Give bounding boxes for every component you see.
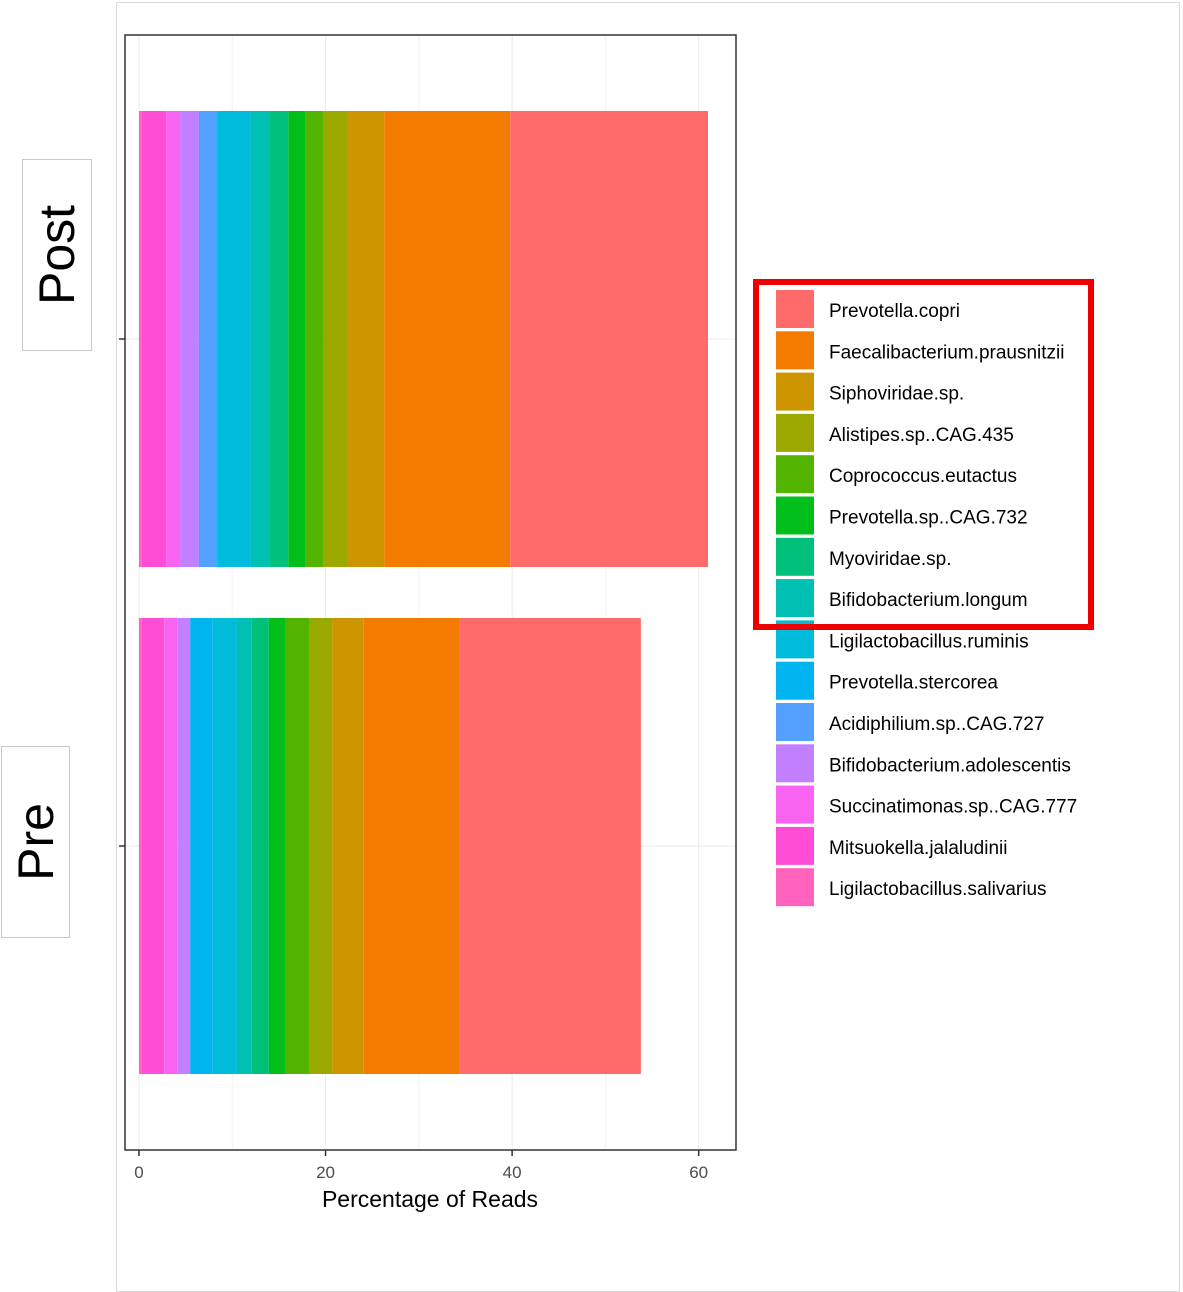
bar-segment xyxy=(323,111,348,567)
bar-segment xyxy=(285,618,310,1074)
bar-segment xyxy=(166,111,181,567)
legend-highlight-box xyxy=(753,279,1094,630)
legend-swatch xyxy=(776,413,814,452)
legend-swatch xyxy=(776,372,814,411)
bars xyxy=(138,111,709,1074)
x-axis-title: Percentage of Reads xyxy=(322,1186,538,1212)
legend-swatch xyxy=(776,290,814,328)
legend-label: Alistipes.sp..CAG.435 xyxy=(829,425,1014,446)
bar-segment xyxy=(332,618,364,1074)
bar-segment xyxy=(164,618,178,1074)
legend: Prevotella.copri Faecalibacterium.prausni… xyxy=(776,290,1077,907)
legend-swatch xyxy=(776,826,814,865)
bar-segment xyxy=(180,111,199,567)
legend-label: Coprococcus.eutactus xyxy=(829,466,1017,487)
bar-segment xyxy=(212,618,237,1074)
bar-segment xyxy=(216,111,218,567)
legend-swatch xyxy=(776,579,814,618)
bar-segment xyxy=(288,111,306,567)
bar-segment xyxy=(236,618,252,1074)
legend-label: Bifidobacterium.adolescentis xyxy=(829,755,1071,776)
legend-label: Ligilactobacillus.ruminis xyxy=(829,631,1029,652)
legend-label: Acidiphilium.sp..CAG.727 xyxy=(829,714,1044,735)
x-axis: 0 20 40 60 xyxy=(134,1150,708,1182)
legend-label: Siphoviridae.sp. xyxy=(829,384,964,405)
bar-segment xyxy=(510,111,709,567)
bar-segment xyxy=(177,618,190,1074)
legend-label: Myoviridae.sp. xyxy=(829,549,952,570)
x-tick-label: 20 xyxy=(316,1163,335,1182)
bar-segment xyxy=(217,111,251,567)
bar-segment xyxy=(384,111,511,567)
bar-segment xyxy=(250,111,270,567)
legend-label: Prevotella.stercorea xyxy=(829,673,998,694)
bar-segment xyxy=(190,618,213,1074)
legend-label: Ligilactobacillus.salivarius xyxy=(829,879,1047,900)
y-ticks xyxy=(119,338,125,847)
legend-swatch xyxy=(776,496,814,535)
legend-swatch xyxy=(776,868,814,907)
legend-label: Prevotella.sp..CAG.732 xyxy=(829,508,1028,529)
facet-strip-pre: Pre xyxy=(1,746,70,938)
bar-segment xyxy=(251,618,269,1074)
bar-segment xyxy=(269,111,289,567)
legend-label: Succinatimonas.sp..CAG.777 xyxy=(829,797,1077,818)
x-tick-label: 0 xyxy=(134,1163,143,1182)
bar-segment xyxy=(138,618,142,1074)
legend-swatch xyxy=(776,537,814,576)
legend-swatch xyxy=(776,703,814,741)
bar-segment xyxy=(141,618,165,1074)
legend-label: Faecalibacterium.prausnitzii xyxy=(829,342,1065,363)
legend-label: Mitsuokella.jalaludinii xyxy=(829,838,1007,859)
bar-segment xyxy=(459,618,641,1074)
bar-segment xyxy=(198,111,217,567)
bar-segment xyxy=(347,111,385,567)
x-tick-label: 60 xyxy=(689,1163,708,1182)
bar-segment xyxy=(305,111,324,567)
bar-segment xyxy=(138,111,142,567)
legend-swatch xyxy=(776,455,814,494)
bar-segment xyxy=(268,618,286,1074)
legend-label: Bifidobacterium.longum xyxy=(829,590,1028,611)
plot-panel-border xyxy=(124,34,737,1151)
legend-swatch xyxy=(776,331,814,370)
legend-swatch xyxy=(776,661,814,700)
x-tick-label: 40 xyxy=(503,1163,522,1182)
bar-segment xyxy=(141,111,167,567)
legend-swatch xyxy=(776,744,814,783)
facet-strip-post: Post xyxy=(22,159,92,351)
bar-segment xyxy=(309,618,333,1074)
legend-label: Prevotella.copri xyxy=(829,301,960,322)
bar-segment xyxy=(189,618,191,1074)
bar-segment xyxy=(363,618,460,1074)
legend-swatch xyxy=(776,785,814,824)
